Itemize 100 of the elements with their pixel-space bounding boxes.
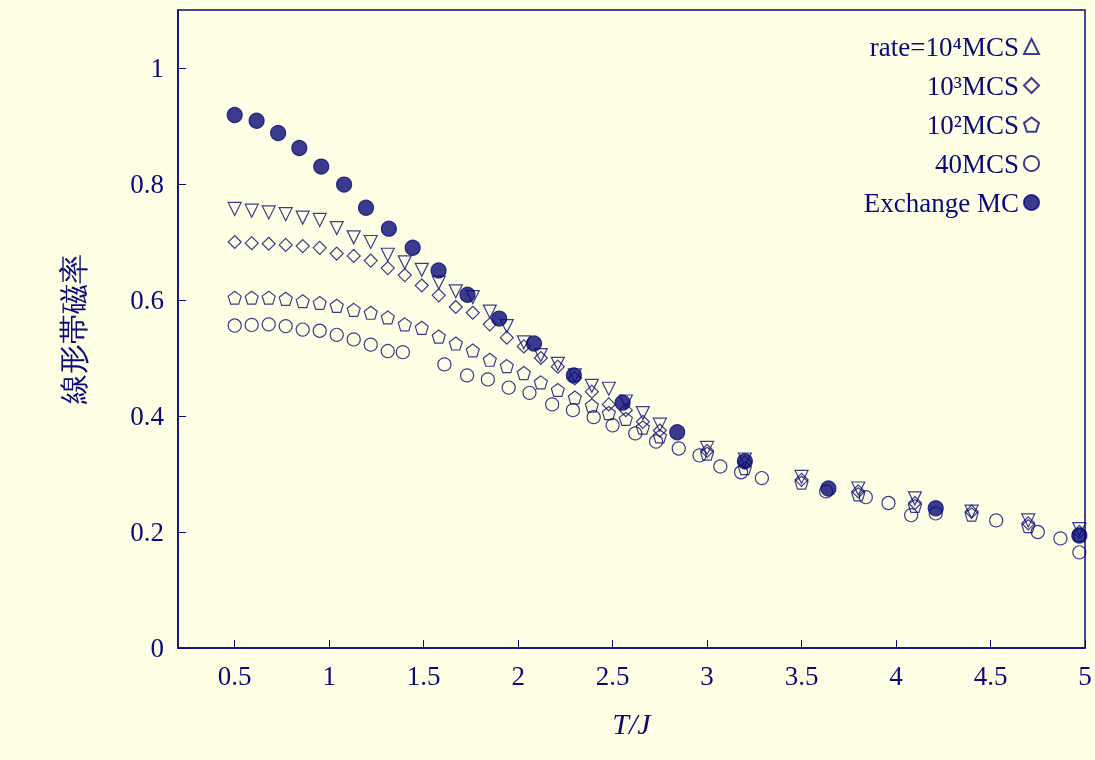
x-axis-title: T/J — [612, 706, 653, 740]
point — [635, 414, 650, 429]
point — [586, 410, 601, 425]
y-tick-label: 0 — [150, 633, 164, 663]
point — [244, 290, 259, 305]
point — [605, 418, 620, 433]
point — [465, 343, 480, 358]
point — [437, 357, 452, 372]
point — [248, 112, 265, 129]
y-tick-label: 1 — [150, 53, 164, 83]
point — [363, 253, 378, 268]
point — [313, 158, 330, 175]
point — [482, 304, 497, 319]
point — [499, 359, 514, 374]
point — [907, 491, 923, 506]
point — [525, 335, 543, 352]
point — [380, 261, 395, 276]
point — [244, 236, 259, 251]
point — [652, 423, 667, 438]
point — [380, 343, 395, 359]
point — [430, 262, 447, 279]
point — [1053, 531, 1068, 546]
point — [550, 382, 565, 397]
point — [329, 246, 344, 261]
point — [904, 508, 919, 523]
y-tick-label: 0.8 — [130, 169, 164, 199]
point — [635, 420, 650, 435]
point — [989, 513, 1004, 528]
point — [601, 397, 616, 412]
point — [927, 500, 944, 517]
point — [336, 176, 353, 193]
point — [734, 465, 749, 480]
point — [501, 380, 516, 395]
point — [414, 262, 429, 277]
point — [491, 310, 508, 327]
point — [414, 278, 429, 293]
point — [380, 220, 397, 237]
point — [397, 255, 412, 270]
point — [357, 199, 375, 216]
point — [278, 319, 293, 334]
point — [565, 403, 581, 418]
point — [516, 335, 531, 350]
point — [448, 336, 463, 351]
point — [533, 375, 548, 390]
point — [291, 139, 308, 157]
point — [448, 299, 463, 315]
y-tick-label: 0.2 — [130, 517, 164, 547]
x-tick-label: 2.5 — [595, 660, 630, 691]
point — [380, 247, 395, 262]
point — [460, 368, 475, 383]
point — [820, 480, 837, 497]
point — [226, 106, 243, 124]
point — [227, 234, 242, 250]
point — [278, 291, 293, 306]
x-tick-label: 1 — [322, 660, 336, 691]
point — [312, 240, 327, 255]
point — [465, 305, 480, 320]
point — [567, 390, 582, 405]
point — [346, 248, 361, 264]
point — [516, 365, 531, 381]
point — [261, 205, 276, 220]
point — [669, 424, 686, 441]
point — [1072, 545, 1087, 560]
point — [671, 441, 686, 456]
y-tick-label: 0.4 — [130, 401, 165, 431]
point — [601, 381, 616, 396]
point — [614, 394, 631, 411]
point — [363, 337, 378, 352]
point — [482, 352, 497, 367]
y-tick-label: 0.6 — [130, 285, 164, 315]
point — [628, 426, 643, 441]
point — [1030, 524, 1045, 540]
point — [261, 236, 276, 251]
point — [244, 317, 259, 333]
point — [346, 302, 361, 317]
point — [329, 220, 344, 236]
point — [431, 288, 446, 303]
x-tick-label: 5 — [1078, 660, 1092, 691]
point — [363, 234, 378, 250]
point — [363, 305, 378, 320]
legend-label: 10²MCS — [926, 109, 1019, 140]
point — [584, 398, 599, 413]
point — [754, 470, 769, 486]
point — [346, 332, 361, 347]
point — [858, 490, 873, 505]
legend-label: rate=10⁴MCS — [869, 31, 1019, 62]
point — [270, 124, 287, 142]
point — [499, 330, 514, 345]
legend-label: 40MCS — [934, 148, 1019, 179]
point — [312, 212, 327, 228]
point — [295, 322, 310, 337]
point — [346, 230, 361, 245]
point — [312, 323, 327, 338]
point — [380, 310, 395, 325]
point — [261, 290, 276, 305]
point — [227, 318, 242, 333]
point — [584, 384, 599, 399]
x-tick-label: 3 — [700, 660, 714, 691]
point — [648, 434, 664, 449]
point — [329, 298, 344, 313]
